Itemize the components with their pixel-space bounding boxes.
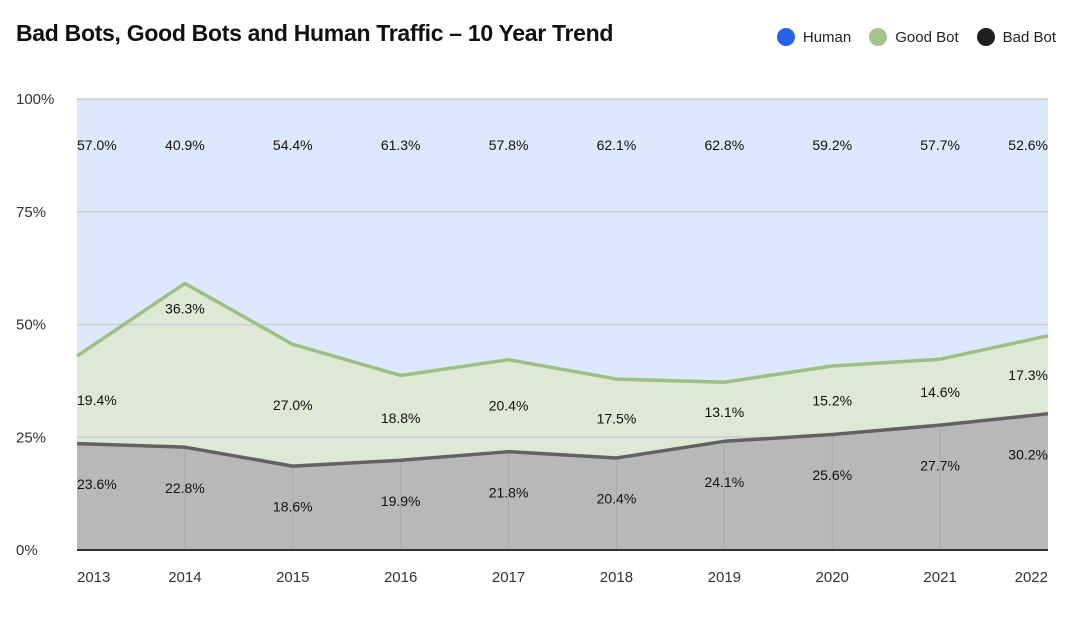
human-data-label: 40.9% <box>165 137 205 153</box>
y-tick-label: 75% <box>16 204 46 221</box>
bad-bot-data-label: 24.1% <box>704 474 744 490</box>
x-tick-label: 2020 <box>816 569 849 586</box>
good-bot-data-label: 17.5% <box>597 411 637 427</box>
bad-bot-data-label: 25.6% <box>812 467 852 483</box>
good-bot-data-label: 20.4% <box>489 398 529 414</box>
legend-swatch-bad-bot <box>976 28 995 46</box>
legend-item-bad-bot: Bad Bot <box>976 28 1056 46</box>
good-bot-data-label: 27.0% <box>273 397 313 413</box>
x-tick-label: 2015 <box>276 569 309 586</box>
bad-bot-data-label: 30.2% <box>1008 446 1048 462</box>
legend-item-human: Human <box>776 28 852 46</box>
y-tick-label: 0% <box>16 542 38 559</box>
bad-bot-data-label: 20.4% <box>597 491 637 507</box>
bad-bot-data-label: 27.7% <box>920 458 960 474</box>
legend-swatch-human <box>776 28 795 46</box>
chart-title: Bad Bots, Good Bots and Human Traffic – … <box>16 20 614 46</box>
legend-label-human: Human <box>802 28 852 46</box>
good-bot-data-label: 19.4% <box>77 392 117 408</box>
x-tick-label: 2014 <box>168 569 201 586</box>
human-data-label: 52.6% <box>1008 137 1048 153</box>
good-bot-data-label: 15.2% <box>812 392 852 408</box>
good-bot-line <box>76 281 1049 384</box>
bad-bot-data-label: 23.6% <box>77 476 117 492</box>
good-bot-data-label: 18.8% <box>381 410 421 426</box>
y-tick-label: 100% <box>16 91 54 108</box>
y-tick-label: 50% <box>16 317 46 334</box>
good-bot-data-label: 17.3% <box>1008 367 1048 383</box>
x-tick-label: 2021 <box>923 569 956 586</box>
human-data-label: 61.3% <box>381 137 421 153</box>
human-data-label: 62.1% <box>597 137 637 153</box>
legend-item-good-bot: Good Bot <box>869 28 959 46</box>
good-bot-data-label: 13.1% <box>704 404 744 420</box>
good-bot-data-label: 36.3% <box>165 300 205 316</box>
human-data-label: 62.8% <box>704 137 744 153</box>
y-tick-label: 25% <box>16 429 46 446</box>
good-bot-data-label: 14.6% <box>920 384 960 400</box>
x-tick-label: 2018 <box>600 569 633 586</box>
human-data-label: 57.0% <box>77 137 117 153</box>
human-data-label: 57.8% <box>489 137 529 153</box>
x-tick-label: 2019 <box>708 569 741 586</box>
legend-label-good-bot: Good Bot <box>895 28 959 46</box>
human-data-label: 59.2% <box>812 137 852 153</box>
x-tick-label: 2017 <box>492 569 525 586</box>
bad-bot-line <box>76 412 1049 468</box>
bad-bot-data-label: 18.6% <box>273 499 313 515</box>
human-data-label: 57.7% <box>920 137 960 153</box>
bad-bot-area <box>77 413 1048 550</box>
bad-bot-data-label: 19.9% <box>381 493 421 509</box>
bad-bot-data-label: 22.8% <box>165 480 205 496</box>
legend-swatch-good-bot <box>869 28 888 46</box>
x-tick-label: 2022 <box>1015 569 1048 586</box>
bad-bot-data-label: 21.8% <box>489 484 529 500</box>
legend-label-bad-bot: Bad Bot <box>1002 28 1056 46</box>
x-tick-label: 2013 <box>77 569 110 586</box>
chart-legend: Human Good Bot Bad Bot <box>776 28 1056 46</box>
x-tick-label: 2016 <box>384 569 417 586</box>
human-data-label: 54.4% <box>273 137 313 153</box>
